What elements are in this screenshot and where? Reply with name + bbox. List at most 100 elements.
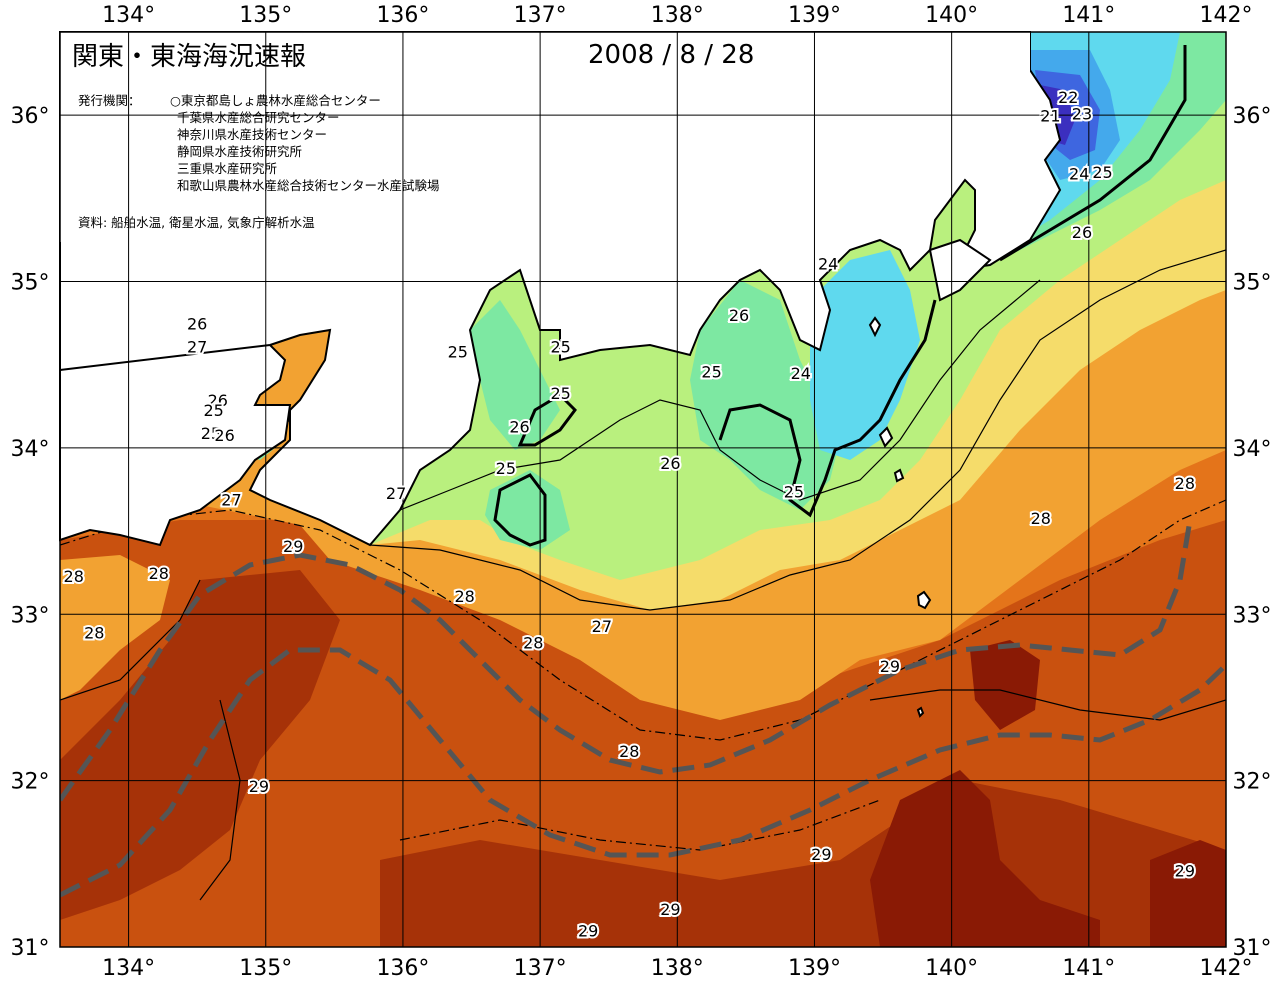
- zone-25-east: [690, 280, 840, 510]
- issuer-3: 静岡県水産技術研究所: [177, 144, 302, 159]
- lon-label: 138°: [651, 3, 704, 28]
- isotherm-label: 28: [84, 624, 104, 643]
- isotherm-label: 25: [448, 343, 468, 362]
- isotherm-label: 26: [729, 306, 749, 325]
- isotherm-label: 24: [791, 364, 811, 383]
- land-boso: [928, 238, 992, 302]
- isotherm-label: 29: [880, 657, 900, 676]
- isotherm-label: 22: [1058, 88, 1078, 107]
- zone-25-ise: [470, 300, 560, 450]
- lat-label: 34°: [11, 437, 50, 462]
- lat-label: 32°: [11, 770, 50, 795]
- lon-label: 135°: [239, 956, 292, 980]
- map-frame: [59, 31, 1227, 948]
- isotherm-label: 26: [1072, 223, 1092, 242]
- isotherm-label: 24: [818, 254, 838, 273]
- isotherm-label: 29: [660, 900, 680, 919]
- island-aogashima: [916, 706, 925, 718]
- kuroshio-north: [60, 519, 1193, 802]
- isotherm-label: 29: [811, 845, 831, 864]
- lon-label: 138°: [651, 956, 704, 980]
- contour-28: [60, 499, 1226, 741]
- isotherm-label: 29: [1175, 862, 1195, 881]
- island-niijima: [878, 426, 894, 448]
- zone-24-sagami: [810, 250, 920, 460]
- lon-label: 137°: [514, 3, 567, 28]
- lat-label: 35°: [1233, 271, 1272, 296]
- isotherm-label: 27: [187, 338, 207, 357]
- lat-label: 34°: [1233, 437, 1272, 462]
- longitude-labels-bottom: 134° 135° 136° 137° 138° 139° 140° 141° 142°: [102, 956, 1253, 981]
- isotherm-label: 26: [660, 454, 680, 473]
- contour-25-ise: [493, 473, 547, 547]
- isotherm-label: 28: [1175, 474, 1195, 493]
- isotherm-label: 28: [1031, 509, 1051, 528]
- lat-label: 36°: [1233, 104, 1272, 129]
- graticule: [60, 32, 1226, 947]
- isotherm-label: 25: [201, 424, 221, 443]
- isotherm-label: 25: [203, 401, 223, 420]
- lon-label: 139°: [788, 3, 841, 28]
- isotherm-label: 28: [149, 564, 169, 583]
- lon-label: 134°: [102, 956, 155, 980]
- isotherm-label: 21: [1040, 106, 1060, 125]
- isotherm-label: 27: [386, 484, 406, 503]
- data-sources: 資料: 船舶水温, 衛星水温, 気象庁解析水温: [78, 215, 315, 230]
- contour-29-c: [399, 799, 881, 851]
- lat-label: 33°: [1233, 603, 1272, 628]
- lat-label: 35°: [11, 271, 50, 296]
- kuroshio-axis: [60, 519, 1226, 898]
- isotherm-label: 26: [214, 426, 234, 445]
- zone-31: [970, 640, 1040, 730]
- contour-25-ise-2: [517, 393, 577, 447]
- contour-25-ne: [999, 45, 1187, 262]
- lon-label: 142°: [1200, 956, 1253, 980]
- map-date: 2008 / 8 / 28: [588, 40, 754, 70]
- isotherm-label: 25: [784, 482, 804, 501]
- isotherm-label: 25: [701, 363, 721, 382]
- latitude-labels-right: 36° 35° 34° 33° 32° 31°: [1233, 104, 1272, 961]
- lat-label: 31°: [11, 936, 50, 961]
- contour-28-b: [60, 579, 201, 701]
- header-panel: [60, 32, 530, 242]
- lat-label: 32°: [1233, 770, 1272, 795]
- isotherm-label: 23: [1072, 105, 1092, 124]
- zone-31-east: [1150, 840, 1226, 947]
- isotherm-label: 29: [578, 922, 598, 941]
- isotherm-label: 26: [187, 314, 207, 333]
- kuroshio-south: [60, 647, 1226, 898]
- issuer-0: ○東京都島しょ農林水産総合センター: [170, 93, 381, 108]
- isotherm-label: 25: [1092, 163, 1112, 182]
- isotherm-label: 28: [619, 742, 639, 761]
- contour-26: [399, 279, 1041, 511]
- lon-label: 139°: [788, 956, 841, 980]
- lon-label: 140°: [925, 956, 978, 980]
- issuer-2: 神奈川県水産技術センター: [177, 127, 327, 142]
- lat-label: 33°: [11, 603, 50, 628]
- zone-30-west: [60, 570, 340, 920]
- island-hachijo: [916, 590, 932, 610]
- island-miyake: [893, 468, 905, 483]
- zone-31-south: [870, 770, 1100, 947]
- lon-label: 142°: [1200, 3, 1253, 28]
- header-panel-right: [530, 32, 1030, 92]
- isotherm-label: 25: [551, 338, 571, 357]
- isotherm-label: 28: [64, 567, 84, 586]
- isotherm-label: 27: [592, 617, 612, 636]
- contour-29: [199, 699, 241, 901]
- isotherm-label: 24: [1069, 165, 1089, 184]
- lon-label: 134°: [102, 3, 155, 28]
- issuer-label: 発行機関：: [78, 93, 141, 108]
- lon-label: 140°: [925, 3, 978, 28]
- contour-25-suruga: [718, 299, 937, 518]
- isotherm-label: 28: [523, 634, 543, 653]
- lon-label: 135°: [239, 3, 292, 28]
- lon-label: 136°: [376, 956, 429, 980]
- isotherm-label: 29: [283, 537, 303, 556]
- isotherm-label: 25: [496, 459, 516, 478]
- lon-label: 137°: [514, 956, 567, 980]
- isotherm-label: 27: [221, 491, 241, 510]
